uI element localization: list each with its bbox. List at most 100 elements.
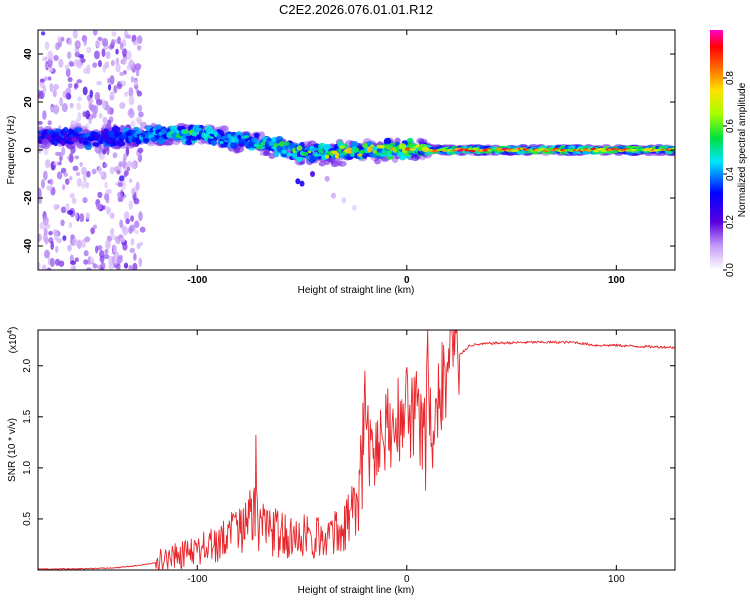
ridge-cell xyxy=(239,139,244,144)
noise-cell xyxy=(129,247,136,253)
noise-cell xyxy=(109,91,115,101)
noise-cell xyxy=(86,170,91,178)
ridge-cell xyxy=(50,138,56,144)
ridge-cell xyxy=(494,147,502,151)
noise-cell xyxy=(137,147,144,154)
ridge-cell xyxy=(339,145,346,150)
ridge-cell xyxy=(281,149,288,155)
noise-cell xyxy=(54,230,59,241)
noise-cell xyxy=(47,67,54,73)
noise-cell xyxy=(127,160,133,168)
noise-cell xyxy=(110,60,115,67)
ridge-cell xyxy=(191,131,197,137)
noise-cell xyxy=(84,181,90,189)
noise-cell xyxy=(122,57,127,65)
noise-cell xyxy=(128,59,135,69)
noise-cell xyxy=(138,111,144,118)
noise-cell xyxy=(135,181,140,191)
noise-cell xyxy=(112,244,118,254)
ridge-cell xyxy=(325,154,330,159)
ridge-cell xyxy=(355,147,360,153)
ridge-cell xyxy=(195,127,203,131)
noise-cell xyxy=(44,249,50,259)
noise-cell xyxy=(83,67,89,74)
noise-cell xyxy=(69,176,73,181)
noise-cell xyxy=(80,57,86,63)
noise-cell xyxy=(91,168,97,175)
noise-cell xyxy=(89,89,94,99)
noise-cell xyxy=(55,42,60,51)
noise-cell xyxy=(103,254,110,260)
ridge-cell xyxy=(74,127,83,133)
snr-x-axis: -100 0 100 xyxy=(187,330,625,585)
noise-cell xyxy=(119,71,125,76)
noise-cell xyxy=(82,111,87,117)
noise-cell xyxy=(58,161,62,166)
noise-cell xyxy=(139,226,146,233)
ridge-cell xyxy=(237,134,242,140)
noise-cell xyxy=(107,83,112,91)
noise-cell xyxy=(135,63,142,71)
noise-cell xyxy=(130,120,136,127)
colorbar-tick-label: 0.8 xyxy=(725,71,736,85)
colorbar-tick-label: 0.4 xyxy=(725,167,736,181)
noise-cell xyxy=(44,159,51,169)
noise-cell xyxy=(38,89,41,99)
y-tick-label: 20 xyxy=(23,96,34,108)
snr-multiplier-exp: 4 xyxy=(7,330,14,334)
noise-cell xyxy=(92,263,98,269)
noise-cell xyxy=(128,107,134,115)
snr-multiplier: (x104) xyxy=(7,327,19,354)
noise-cell xyxy=(105,206,110,216)
noise-cell xyxy=(102,116,108,125)
noise-cell xyxy=(70,264,76,270)
ridge-cell xyxy=(98,140,104,144)
branch-cell xyxy=(330,192,336,199)
ridge-cell xyxy=(160,128,167,135)
spectrogram-y-label: Frequency (Hz) xyxy=(6,116,17,185)
noise-cell xyxy=(83,250,89,257)
noise-cell xyxy=(54,258,61,266)
ridge-cell xyxy=(133,132,139,138)
snr-frame xyxy=(37,329,676,571)
ridge-cell xyxy=(142,138,150,143)
ridge-cell xyxy=(406,150,414,154)
ridge-cell xyxy=(105,138,112,145)
noise-cell xyxy=(46,185,53,191)
noise-cell xyxy=(128,178,133,184)
noise-cell xyxy=(60,36,65,42)
noise-cell xyxy=(65,67,71,78)
colorbar: 0.0 0.2 0.4 0.6 0.8 Normalized spectral ampl… xyxy=(710,30,748,277)
ridge-cell xyxy=(382,152,388,155)
ridge-cell xyxy=(337,149,342,153)
y-tick-label: 1.5 xyxy=(22,409,33,423)
noise-cell xyxy=(134,78,138,87)
noise-cell xyxy=(40,179,45,189)
noise-cell xyxy=(96,80,103,86)
noise-cell xyxy=(97,60,102,68)
branch-cell xyxy=(324,175,330,182)
noise-cell xyxy=(137,104,143,112)
branch-cell xyxy=(309,171,315,177)
noise-cell xyxy=(82,86,88,96)
noise-cell xyxy=(115,48,119,55)
snr-y-label: SNR (10 * v/v) xyxy=(7,418,18,482)
noise-cell xyxy=(72,165,79,171)
noise-cell xyxy=(139,241,144,246)
noise-cell xyxy=(92,30,98,36)
noise-cell xyxy=(49,257,55,268)
noise-cell xyxy=(85,110,91,120)
noise-cell xyxy=(105,196,110,204)
noise-cell xyxy=(69,102,74,109)
noise-cell xyxy=(128,95,135,106)
noise-cell xyxy=(117,181,123,188)
noise-cell xyxy=(92,62,98,69)
noise-cell xyxy=(71,197,77,204)
snr-panel: -100 0 100 0.5 1.0 1.5 2.0 Height of straight… xyxy=(7,327,676,596)
noise-cell xyxy=(130,215,135,222)
noise-cell xyxy=(136,45,142,51)
x-tick-label: 100 xyxy=(608,275,625,286)
x-tick-label: 0 xyxy=(404,275,410,286)
noise-cell xyxy=(93,104,99,115)
ridge-cell xyxy=(359,149,365,154)
